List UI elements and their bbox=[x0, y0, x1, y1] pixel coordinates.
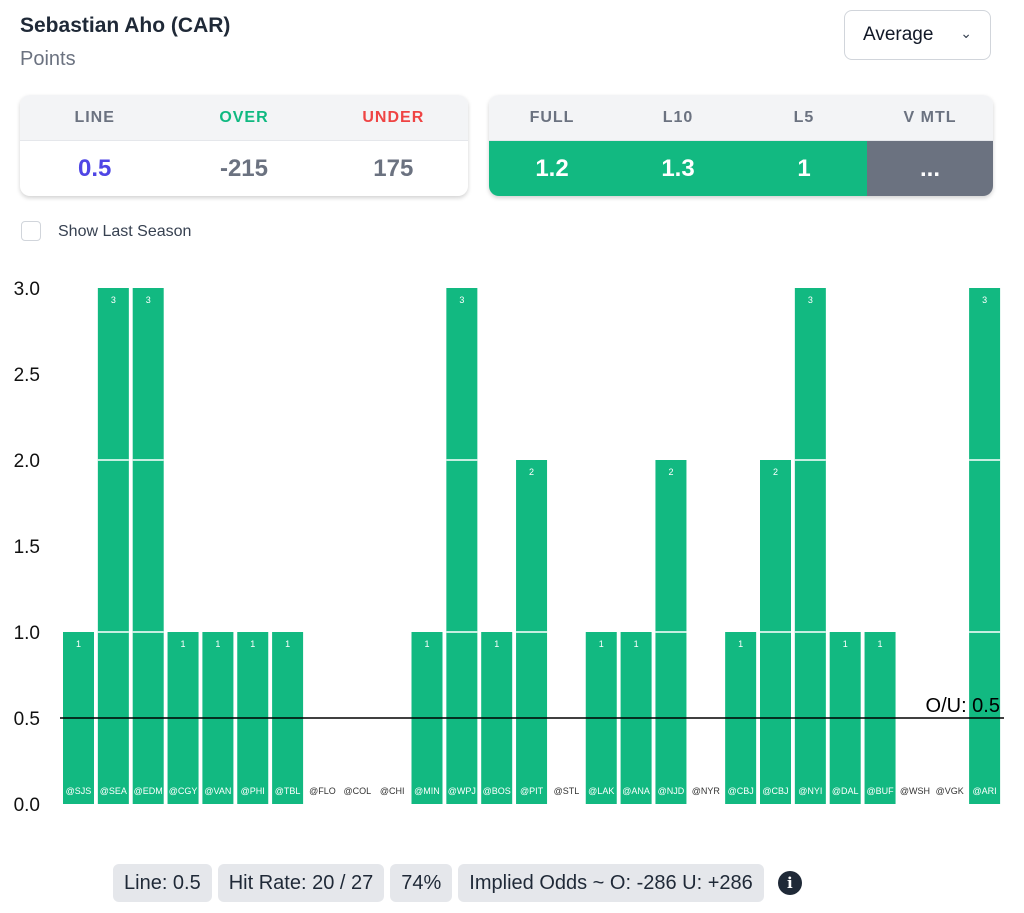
chevron-down-icon: ⌄ bbox=[960, 25, 972, 41]
x-tick-label: @ANA bbox=[622, 786, 650, 796]
bar-value-label: 1 bbox=[634, 639, 639, 649]
line-header: LINE bbox=[74, 108, 115, 126]
under-value: 175 bbox=[373, 154, 414, 182]
x-tick-label: @BUF bbox=[866, 786, 894, 796]
summary-bar: Line: 0.5 Hit Rate: 20 / 27 74% Implied … bbox=[113, 864, 802, 902]
over-value: -215 bbox=[219, 154, 269, 182]
x-tick-label: @COL bbox=[343, 786, 371, 796]
vs-opponent-header: V MTL bbox=[903, 108, 957, 126]
full-value: 1.2 bbox=[489, 141, 615, 196]
full-header: FULL bbox=[529, 108, 575, 126]
line-pill: Line: 0.5 bbox=[113, 864, 212, 902]
y-tick-label: 2.0 bbox=[14, 451, 40, 472]
bar-value-label: 3 bbox=[459, 295, 464, 305]
y-tick-label: 2.5 bbox=[14, 365, 40, 386]
x-tick-label: @NYR bbox=[692, 786, 721, 796]
bar bbox=[446, 288, 478, 804]
y-tick-label: 3.0 bbox=[14, 279, 40, 300]
x-tick-label: @DAL bbox=[832, 786, 859, 796]
bar bbox=[97, 288, 129, 804]
implied-odds-pill: Implied Odds ~ O: -286 U: +286 bbox=[458, 864, 764, 902]
x-tick-label: @BOS bbox=[483, 786, 511, 796]
hit-percent-pill: 74% bbox=[390, 864, 453, 902]
bar-value-label: 2 bbox=[668, 467, 673, 477]
bar bbox=[132, 288, 164, 804]
bar-value-label: 1 bbox=[76, 639, 81, 649]
show-last-season-label[interactable]: Show Last Season bbox=[58, 223, 192, 240]
y-tick-label: 1.5 bbox=[14, 537, 40, 558]
x-tick-label: @WPJ bbox=[448, 786, 476, 796]
x-tick-label: @MIN bbox=[414, 786, 440, 796]
points-bar-chart: 0.0 0.5 1.0 1.5 2.0 2.5 3.0 1 @SJS 3 @SEA 3 @EDM 1 @CG… bbox=[14, 279, 1004, 816]
x-tick-label: @ARI bbox=[973, 786, 997, 796]
x-tick-label: @FLO bbox=[309, 786, 336, 796]
bar-value-label: 1 bbox=[250, 639, 255, 649]
bar-value-label: 1 bbox=[215, 639, 220, 649]
bar-value-label: 2 bbox=[773, 467, 778, 477]
x-tick-label: @WSH bbox=[900, 786, 930, 796]
over-under-label: O/U: 0.5 bbox=[926, 695, 1000, 717]
x-tick-label: @NYI bbox=[798, 786, 822, 796]
bar-value-label: 1 bbox=[181, 639, 186, 649]
x-tick-label: @VAN bbox=[204, 786, 231, 796]
x-tick-label: @CGY bbox=[169, 786, 198, 796]
over-header: OVER bbox=[219, 108, 269, 126]
x-tick-label: @VGK bbox=[936, 786, 964, 796]
aggregate-select[interactable]: Average ⌄ bbox=[844, 10, 991, 60]
x-tick-label: @PIT bbox=[520, 786, 544, 796]
x-tick-label: @SJS bbox=[66, 786, 92, 796]
bar bbox=[794, 288, 826, 804]
averages-card: FULL L10 L5 V MTL 1.2 1.3 1 ... bbox=[489, 95, 993, 196]
hit-rate-pill: Hit Rate: 20 / 27 bbox=[217, 864, 385, 902]
show-last-season-checkbox[interactable] bbox=[21, 221, 41, 241]
x-tick-label: @CBJ bbox=[762, 786, 788, 796]
x-tick-label: @CHI bbox=[380, 786, 405, 796]
x-tick-label: @SEA bbox=[100, 786, 127, 796]
y-tick-label: 0.5 bbox=[14, 709, 40, 730]
bar-value-label: 1 bbox=[599, 639, 604, 649]
x-tick-label: @STL bbox=[554, 786, 580, 796]
bar-value-label: 3 bbox=[111, 295, 116, 305]
bar-value-label: 1 bbox=[878, 639, 883, 649]
y-tick-label: 0.0 bbox=[14, 795, 40, 816]
x-tick-label: @PHI bbox=[241, 786, 265, 796]
line-value: 0.5 bbox=[77, 154, 112, 182]
bar-value-label: 1 bbox=[843, 639, 848, 649]
bar-value-label: 3 bbox=[982, 295, 987, 305]
bar-value-label: 3 bbox=[808, 295, 813, 305]
l10-value: 1.3 bbox=[615, 141, 741, 196]
info-icon[interactable]: i bbox=[777, 871, 802, 895]
bar-value-label: 1 bbox=[738, 639, 743, 649]
l5-value: 1 bbox=[741, 141, 867, 196]
y-tick-label: 1.0 bbox=[14, 623, 40, 644]
odds-card: LINE OVER UNDER 0.5 -215 175 bbox=[20, 95, 468, 196]
x-tick-label: @EDM bbox=[134, 786, 163, 796]
l5-header: L5 bbox=[793, 108, 815, 126]
bar bbox=[969, 288, 1001, 804]
x-tick-label: @LAK bbox=[588, 786, 614, 796]
bar-value-label: 1 bbox=[424, 639, 429, 649]
bar-value-label: 3 bbox=[146, 295, 151, 305]
bar-value-label: 1 bbox=[285, 639, 290, 649]
stat-type: Points bbox=[20, 48, 76, 70]
vs-opponent-value: ... bbox=[867, 141, 993, 196]
select-value: Average bbox=[863, 24, 934, 45]
l10-header: L10 bbox=[662, 108, 694, 126]
player-name: Sebastian Aho (CAR) bbox=[20, 14, 231, 37]
x-tick-label: @TBL bbox=[275, 786, 301, 796]
bar-value-label: 1 bbox=[494, 639, 499, 649]
bar-value-label: 2 bbox=[529, 467, 534, 477]
x-tick-label: @CBJ bbox=[728, 786, 754, 796]
under-header: UNDER bbox=[362, 108, 425, 126]
x-tick-label: @NJD bbox=[658, 786, 685, 796]
